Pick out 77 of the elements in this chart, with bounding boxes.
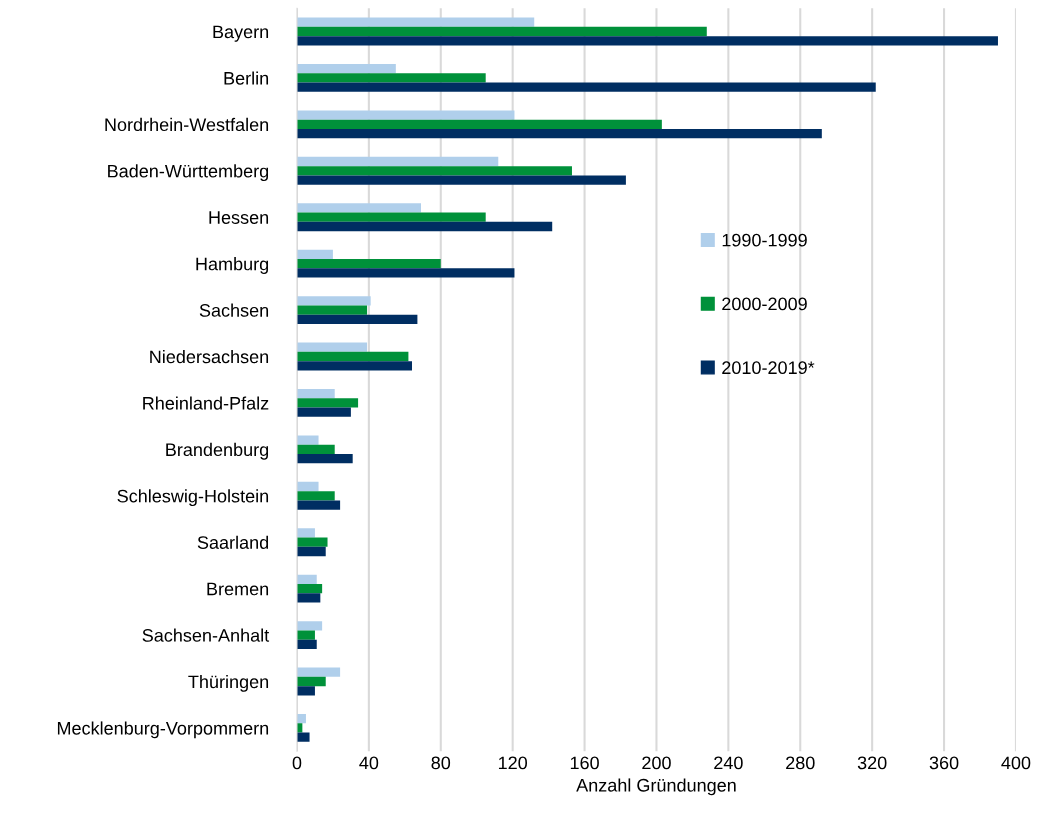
y-tick-label: Nordrhein-Westfalen (105, 117, 269, 132)
bar (296, 584, 323, 594)
x-tick-label: 280 (786, 756, 815, 770)
bar (296, 686, 315, 696)
bar (296, 73, 486, 83)
legend-label: 2000-2009 (722, 297, 807, 311)
bar (296, 676, 326, 687)
bar (296, 398, 359, 408)
y-tick-label: Brandenburg (166, 442, 269, 460)
x-axis-title: Anzahl Gründungen (576, 778, 736, 796)
bar (296, 389, 335, 399)
bar (296, 203, 421, 213)
bar (296, 249, 333, 260)
legend-label: 2010-2019* (722, 361, 815, 375)
y-tick-label: Bremen (207, 582, 269, 596)
bar (296, 314, 418, 325)
bar (296, 444, 335, 455)
bar (296, 435, 319, 445)
x-tick-label: 400 (1001, 756, 1031, 770)
bar (296, 621, 323, 631)
bar (296, 639, 317, 650)
x-tick-label: 320 (857, 756, 887, 770)
bar (296, 351, 409, 362)
bar (296, 110, 515, 120)
bar (296, 212, 486, 222)
bar (296, 268, 515, 278)
bar (296, 574, 317, 585)
bar (296, 481, 319, 492)
bar (296, 593, 321, 603)
y-tick-label: Sachsen (199, 303, 269, 317)
bar (296, 296, 371, 306)
y-tick-label: Bayern (213, 25, 269, 42)
bar (296, 129, 822, 139)
y-tick-label: Hamburg (196, 257, 269, 274)
bar (296, 667, 341, 677)
bar (296, 221, 553, 232)
bar (296, 156, 499, 167)
bar (296, 630, 315, 640)
y-tick-label: Hessen (209, 211, 269, 224)
bar (296, 546, 326, 557)
bar (296, 259, 441, 269)
x-tick-label: 120 (498, 756, 528, 770)
bar (296, 119, 662, 130)
bar (296, 500, 341, 510)
bar (296, 454, 353, 464)
bar (296, 175, 626, 185)
bar (296, 36, 998, 46)
y-tick-label: Berlin (224, 71, 269, 85)
x-tick-label: 80 (431, 756, 451, 770)
bar (296, 732, 310, 742)
x-tick-label: 0 (292, 756, 302, 770)
bar (296, 26, 707, 37)
y-tick-label: Niedersachsen (150, 349, 269, 364)
bar (296, 166, 572, 176)
y-tick-label: Schleswig-Holstein (117, 489, 269, 507)
bar (296, 82, 876, 92)
x-tick-label: 240 (714, 756, 743, 770)
bar (296, 64, 396, 74)
bar (296, 537, 328, 547)
y-tick-label: Rheinland-Pfalz (143, 396, 269, 410)
x-tick-label: 200 (642, 756, 671, 770)
y-tick-label: Baden-Württemberg (108, 164, 269, 182)
y-tick-label: Mecklenburg-Vorpommern (57, 721, 269, 739)
legend-label: 1990-1999 (722, 233, 807, 247)
y-tick-label: Saarland (197, 535, 269, 549)
y-tick-label: Thüringen (188, 674, 269, 692)
bar (296, 305, 368, 315)
bar (296, 17, 535, 27)
bar (296, 342, 368, 352)
bar (296, 407, 351, 417)
x-tick-label: 40 (359, 756, 379, 770)
x-tick-label: 360 (929, 756, 959, 770)
x-tick-label: 160 (570, 756, 599, 770)
bar (296, 491, 335, 501)
bar (296, 361, 413, 371)
y-tick-label: Sachsen-Anhalt (142, 628, 270, 642)
bar (296, 528, 315, 538)
